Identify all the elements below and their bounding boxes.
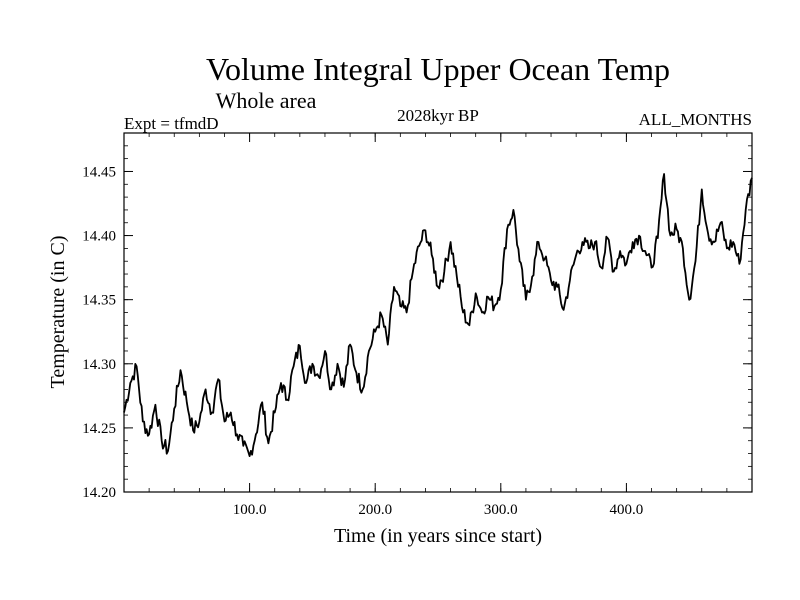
y-tick-label: 14.35	[82, 293, 116, 309]
chart-title: Volume Integral Upper Ocean Temp	[206, 51, 670, 87]
x-axis-title: Time (in years since start)	[334, 525, 542, 547]
x-tick-label: 200.0	[358, 502, 392, 518]
y-tick-label: 14.45	[82, 164, 116, 180]
plot-frame	[123, 132, 753, 493]
y-tick-label: 14.20	[82, 485, 116, 501]
temperature-series-line	[123, 173, 753, 458]
y-tick-label: 14.25	[82, 421, 116, 437]
x-tick-label: 100.0	[233, 502, 267, 518]
y-axis: 14.20 14.25 14.30 14.35 14.40 14.45	[82, 132, 752, 501]
x-axis: 100.0 200.0 300.0 400.0	[148, 133, 728, 518]
experiment-label: Expt = tfmdD	[124, 114, 219, 133]
months-label: ALL_MONTHS	[639, 110, 752, 129]
y-tick-label: 14.30	[82, 357, 116, 373]
chart-subtitle: Whole area	[216, 88, 317, 113]
y-tick-label: 14.40	[82, 229, 116, 245]
x-tick-label: 400.0	[610, 502, 644, 518]
x-tick-label: 300.0	[484, 502, 518, 518]
y-axis-title: Temperature (in C)	[47, 236, 69, 389]
period-label: 2028kyr BP	[397, 106, 479, 125]
